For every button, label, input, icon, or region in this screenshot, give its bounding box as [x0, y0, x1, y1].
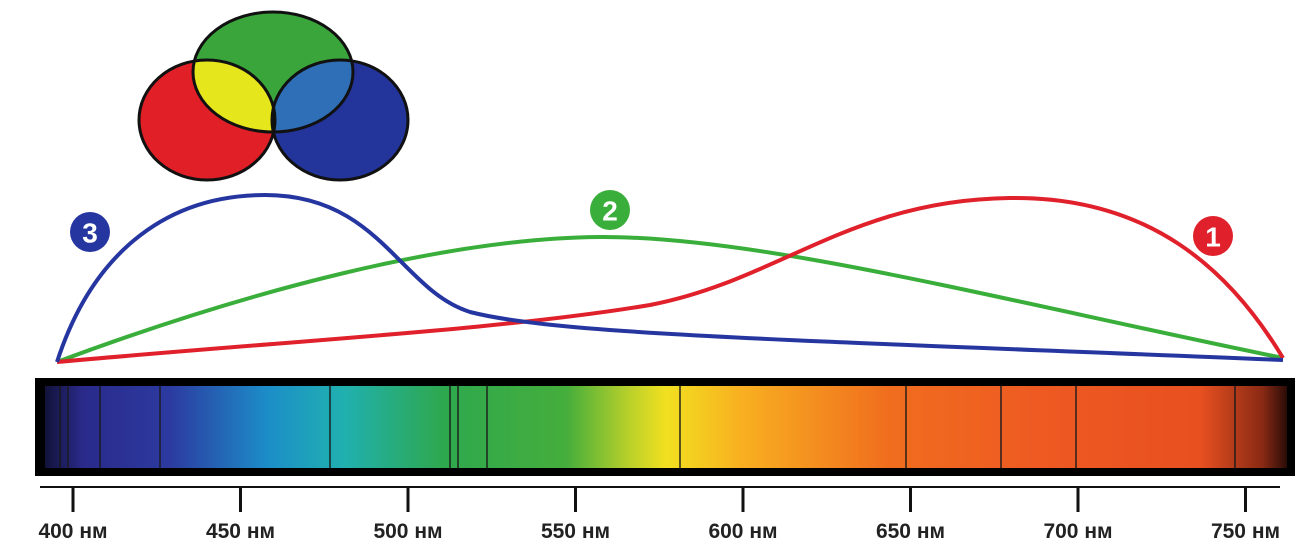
tick-label: 450 нм: [206, 520, 275, 543]
tick-label: 550 нм: [541, 520, 610, 543]
tick-label: 750 нм: [1211, 520, 1280, 543]
tick-label: 650 нм: [876, 520, 945, 543]
curve-label: 1: [1205, 222, 1221, 253]
curve-label: 3: [82, 218, 98, 249]
tick-label: 600 нм: [708, 520, 777, 543]
tick-label: 500 нм: [373, 520, 442, 543]
blue-curve: [57, 195, 1283, 362]
red-curve: [57, 198, 1283, 362]
curve-label: 2: [602, 196, 618, 227]
axis-ticks: 400 нм 450 нм 500 нм 550 нм 600 нм 650 нм 700 …: [38, 487, 1280, 543]
tick-label: 700 нм: [1043, 520, 1112, 543]
tick-label: 400 нм: [38, 520, 107, 543]
sensitivity-curves: [57, 195, 1283, 362]
spectrum: [35, 378, 1295, 476]
diagram: 400 нм 450 нм 500 нм 550 нм 600 нм 650 нм 700 …: [0, 0, 1313, 549]
color-venn: [139, 12, 408, 180]
